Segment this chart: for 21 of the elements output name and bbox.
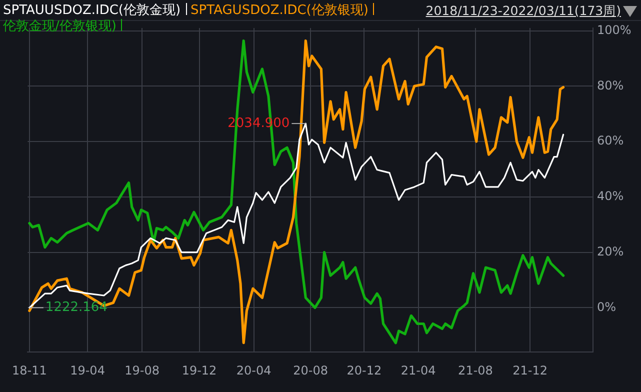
x-tick-label: 20-12 bbox=[346, 363, 382, 378]
x-tick-label: 19-08 bbox=[124, 363, 160, 378]
x-tick-label: 18-11 bbox=[12, 363, 47, 378]
x-tick-label: 20-04 bbox=[236, 363, 272, 378]
x-tick-label: 19-12 bbox=[182, 363, 217, 378]
y-tick-label: 40% bbox=[597, 189, 624, 204]
legend-label: SPTAUUSDOZ.IDC(伦敦金现) bbox=[3, 3, 181, 18]
text: 2018/11/23-2022/03/11(173周) bbox=[426, 3, 621, 20]
y-tick-label: 80% bbox=[597, 78, 624, 92]
x-tick-label: 19-04 bbox=[70, 363, 105, 378]
y-tick-label: 100% bbox=[597, 22, 632, 37]
legend-label: 伦敦金现/伦敦银现) bbox=[3, 19, 116, 34]
y-tick-label: 20% bbox=[597, 244, 624, 258]
x-tick-label: 21-08 bbox=[458, 363, 493, 378]
legend-label: SPTAGUSDOZ.IDC(伦敦银现) bbox=[190, 3, 368, 18]
x-tick-label: 20-08 bbox=[293, 363, 328, 378]
y-tick-label: 0% bbox=[597, 300, 616, 314]
x-tick-label: 21-12 bbox=[512, 363, 548, 378]
y-tick-label: 60% bbox=[597, 134, 624, 148]
x-tick-label: 21-04 bbox=[400, 363, 436, 378]
annotation: 1222.164 bbox=[45, 300, 108, 316]
